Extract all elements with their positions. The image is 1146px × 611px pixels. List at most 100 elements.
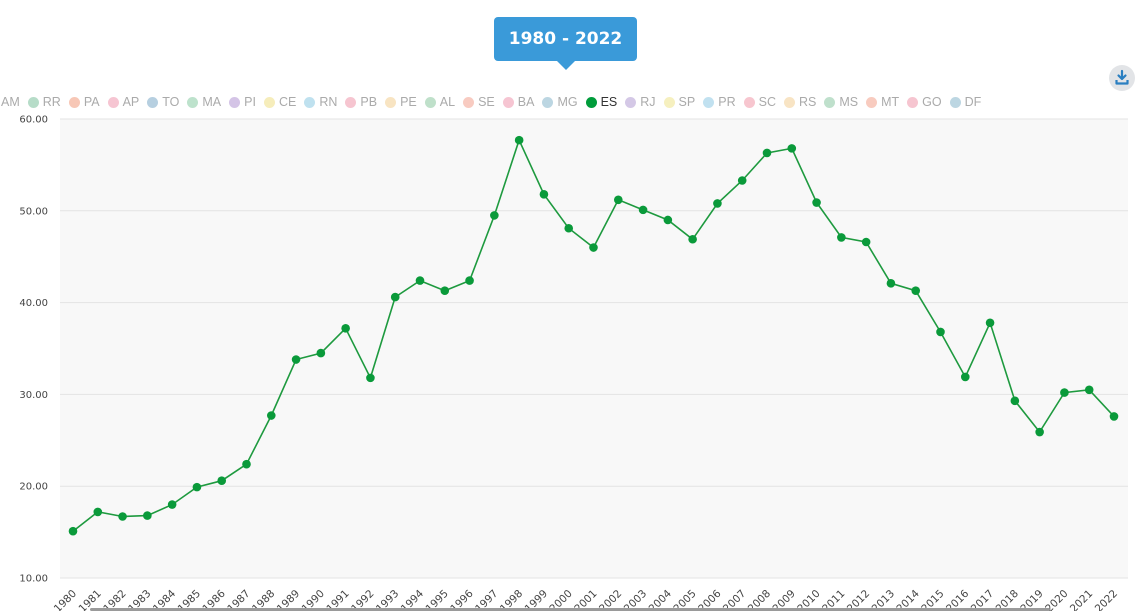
legend-dot-icon [68, 96, 80, 108]
legend-item-go[interactable]: GO [907, 95, 942, 109]
legend-item-sp[interactable]: SP [663, 95, 695, 109]
legend-label: SE [478, 95, 495, 109]
legend-item-ce[interactable]: CE [263, 95, 297, 109]
legend-label: DF [964, 95, 982, 109]
legend-label: ES [600, 95, 618, 109]
x-tick-label: 2001 [572, 588, 599, 611]
legend-item-rn[interactable]: RN [304, 95, 337, 109]
legend-label: AM [1, 95, 20, 109]
data-point[interactable] [837, 233, 846, 242]
data-point[interactable] [762, 148, 772, 158]
legend-label: PR [718, 95, 736, 109]
data-point[interactable] [1084, 385, 1094, 395]
data-point[interactable] [415, 276, 425, 285]
x-tick-label: 2022 [1093, 588, 1120, 611]
data-point[interactable] [1035, 427, 1044, 437]
legend-item-mt[interactable]: MT [866, 95, 899, 109]
legend-item-pe[interactable]: PE [385, 95, 417, 109]
data-point[interactable] [242, 459, 251, 469]
data-point[interactable] [316, 348, 326, 358]
x-tick-label: 1981 [77, 588, 104, 611]
data-point[interactable] [688, 234, 697, 244]
download-button[interactable] [1109, 65, 1135, 91]
legend-item-pb[interactable]: PB [345, 95, 377, 109]
data-point[interactable] [291, 355, 301, 364]
legend-item-rr[interactable]: RR [27, 95, 61, 109]
legend-item-ap[interactable]: AP [107, 95, 140, 109]
legend-item-pa[interactable]: PA [68, 95, 100, 109]
data-point[interactable] [589, 243, 598, 252]
x-tick-label: 1991 [324, 588, 351, 611]
x-tick-label: 1982 [101, 588, 128, 611]
data-point[interactable] [440, 286, 450, 295]
data-point[interactable] [167, 500, 177, 509]
data-point[interactable] [514, 135, 524, 145]
x-tick-label: 1990 [300, 588, 327, 611]
data-point[interactable] [366, 373, 375, 383]
data-point[interactable] [68, 526, 78, 536]
legend-dot-icon [783, 96, 795, 108]
legend-label: MS [839, 95, 859, 109]
legend-item-ba[interactable]: BA [502, 95, 534, 109]
data-point[interactable] [118, 512, 127, 521]
legend-item-df[interactable]: DF [949, 95, 982, 109]
legend-item-am[interactable]: AM [0, 95, 20, 109]
plot-area [60, 119, 1128, 578]
legend-item-to[interactable]: TO [147, 95, 179, 109]
data-point[interactable] [539, 189, 549, 199]
data-point[interactable] [390, 292, 400, 302]
legend-item-mg[interactable]: MG [542, 95, 578, 109]
data-point[interactable] [490, 211, 499, 220]
legend-item-ma[interactable]: MA [187, 95, 221, 109]
x-tick-label: 1984 [151, 587, 179, 611]
legend-item-pi[interactable]: PI [229, 95, 256, 109]
data-point[interactable] [787, 144, 797, 153]
data-point[interactable] [638, 205, 648, 215]
data-point[interactable] [737, 176, 747, 185]
year-range-badge[interactable]: 1980 - 2022 [494, 17, 637, 70]
legend-label: MA [202, 95, 222, 109]
legend-dot-icon [229, 96, 241, 108]
legend-item-rs[interactable]: RS [783, 95, 816, 109]
data-point[interactable] [886, 279, 896, 288]
legend-item-rj[interactable]: RJ [625, 95, 656, 109]
data-point[interactable] [985, 318, 995, 328]
data-point[interactable] [613, 195, 623, 205]
data-point[interactable] [564, 223, 574, 233]
data-point[interactable] [217, 476, 227, 485]
data-point[interactable] [812, 198, 821, 207]
data-point[interactable] [465, 276, 474, 285]
data-point[interactable] [1060, 388, 1069, 397]
x-tick-label: 1997 [473, 588, 500, 611]
data-point[interactable] [936, 327, 945, 337]
data-point[interactable] [663, 215, 673, 225]
data-point[interactable] [266, 411, 276, 420]
legend-item-se[interactable]: SE [463, 95, 495, 109]
data-point[interactable] [341, 324, 350, 333]
data-point[interactable] [1010, 396, 1020, 406]
data-point[interactable] [861, 237, 871, 247]
x-tick-label: 2012 [845, 588, 872, 611]
data-point[interactable] [143, 511, 152, 520]
data-point[interactable] [911, 286, 921, 295]
legend-label: MG [557, 95, 578, 109]
horizontal-scrollbar[interactable] [90, 608, 1050, 611]
data-point[interactable] [713, 199, 722, 208]
data-point[interactable] [93, 507, 103, 517]
x-tick-label: 1983 [126, 588, 153, 611]
legend-item-ms[interactable]: MS [824, 95, 858, 109]
legend-label: SC [758, 95, 776, 109]
year-range-label: 1980 - 2022 [508, 29, 623, 49]
legend-item-es[interactable]: ES [585, 95, 618, 109]
x-tick-label: 1986 [200, 587, 228, 611]
legend-item-sc[interactable]: SC [743, 95, 776, 109]
legend-label: CE [278, 95, 297, 109]
data-point[interactable] [960, 372, 970, 382]
x-tick-label: 2016 [944, 587, 972, 611]
data-point[interactable] [1109, 412, 1119, 421]
legend-label: AP [122, 95, 140, 109]
legend-item-al[interactable]: AL [424, 95, 455, 109]
legend-item-pr[interactable]: PR [703, 95, 736, 109]
data-point[interactable] [192, 482, 202, 492]
